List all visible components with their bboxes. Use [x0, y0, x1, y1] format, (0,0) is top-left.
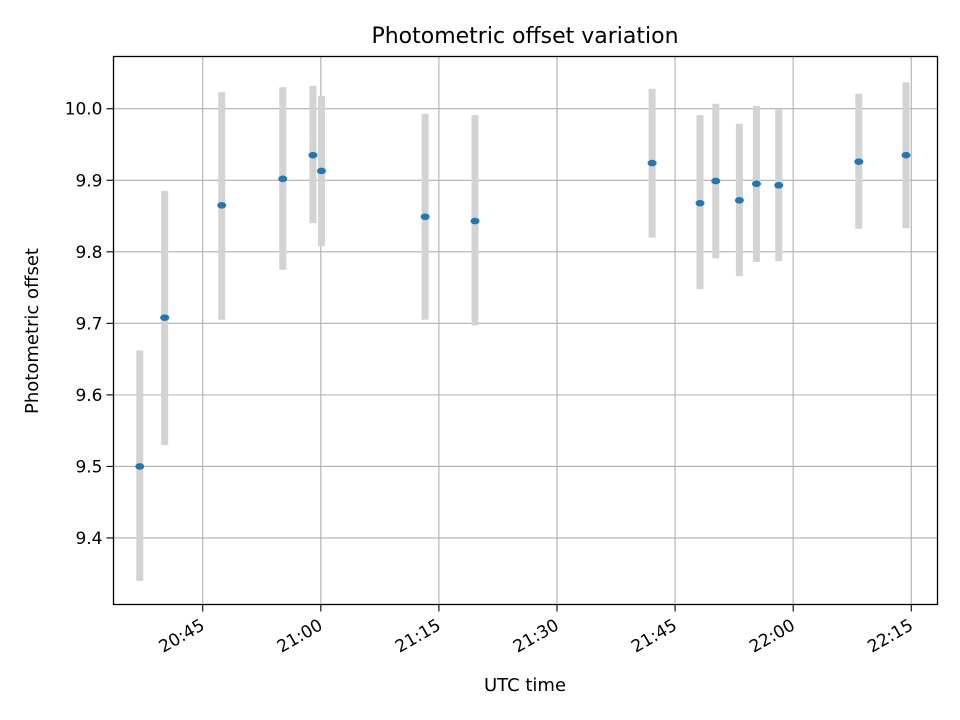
x-axis-label: UTC time — [484, 675, 566, 696]
x-axis-ticks: 20:45 21:00 21:15 21:30 21:45 22:00 22:15 — [156, 604, 917, 658]
data-point — [420, 213, 430, 221]
data-point — [135, 463, 145, 470]
chart-title: Photometric offset variation — [371, 24, 678, 49]
data-point — [695, 199, 705, 207]
x-tick-label: 21:30 — [510, 616, 562, 658]
data-point — [160, 314, 170, 321]
data-point — [308, 151, 318, 159]
grid — [113, 56, 938, 605]
data-point — [217, 202, 227, 209]
x-tick-label: 22:15 — [864, 616, 916, 658]
data-point — [711, 177, 721, 185]
x-tick-label: 20:45 — [156, 616, 208, 658]
y-tick-label: 9.5 — [75, 457, 102, 477]
data-points — [135, 151, 911, 470]
plot-frame — [112, 55, 939, 606]
data-point — [647, 159, 657, 167]
x-tick-label: 21:15 — [392, 616, 444, 658]
y-axis-label: Photometric offset — [22, 248, 43, 414]
data-point — [854, 158, 864, 165]
y-tick-label: 9.7 — [75, 314, 102, 334]
x-tick-label: 21:00 — [274, 616, 326, 658]
y-tick-label: 9.8 — [75, 243, 102, 263]
y-tick-label: 9.6 — [75, 386, 102, 406]
data-point — [774, 181, 784, 189]
y-tick-label: 9.4 — [75, 529, 102, 549]
data-point — [278, 175, 288, 183]
x-tick-label: 21:45 — [628, 616, 680, 658]
data-point — [751, 180, 761, 188]
data-point — [470, 217, 480, 225]
x-tick-label: 22:00 — [746, 616, 798, 658]
y-tick-label: 9.9 — [75, 171, 102, 191]
y-tick-label: 10.0 — [65, 100, 103, 120]
y-axis-ticks: 9.4 9.5 9.6 9.7 9.8 9.9 10.0 — [65, 100, 114, 549]
error-bars — [136, 82, 910, 581]
data-point — [901, 151, 911, 159]
data-point — [734, 196, 744, 204]
data-point — [316, 167, 326, 175]
